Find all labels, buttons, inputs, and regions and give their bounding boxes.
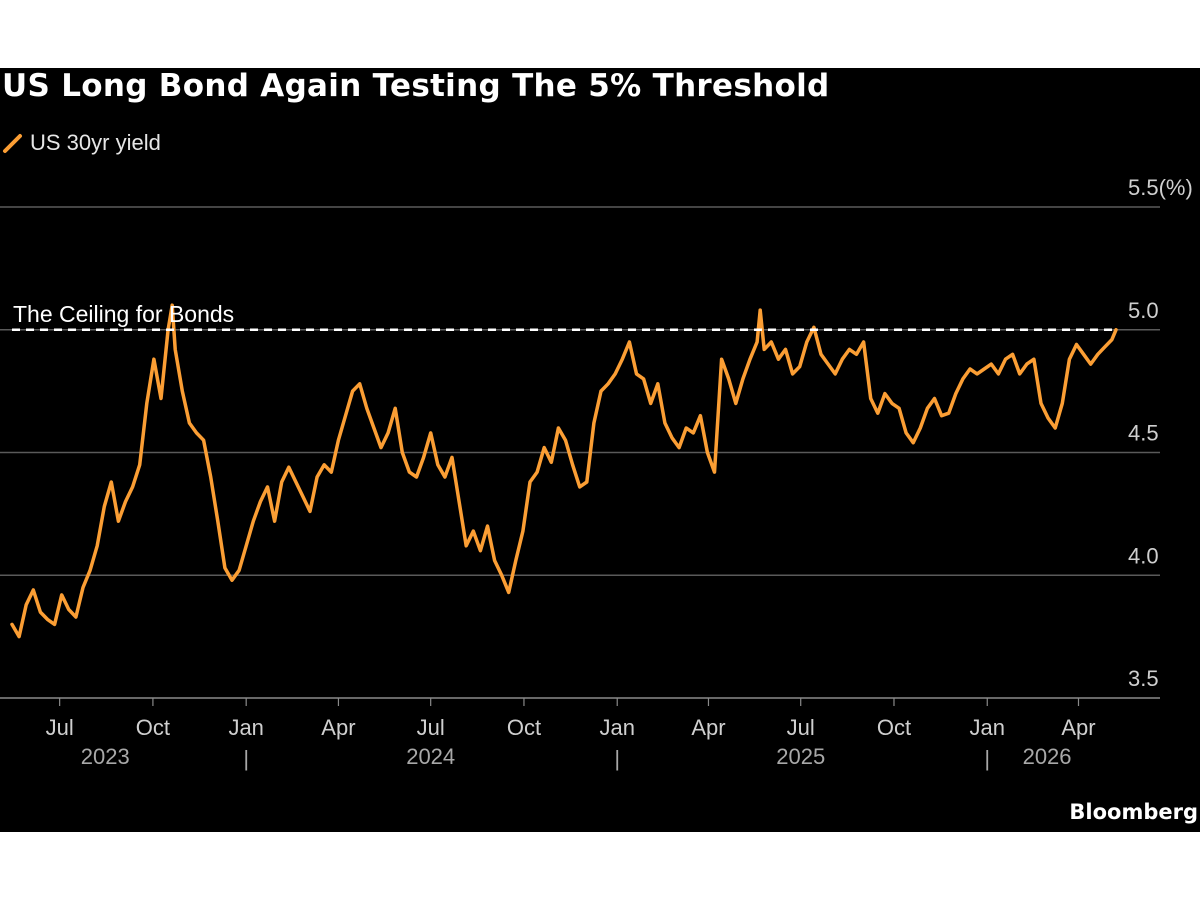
x-tick-label: Apr — [691, 715, 725, 740]
x-tick-label: Jul — [417, 715, 445, 740]
y-tick-label: 5.0 — [1128, 298, 1159, 323]
x-tick-label: Jan — [228, 715, 263, 740]
year-label: 2024 — [406, 744, 455, 769]
x-tick-label: Jan — [599, 715, 634, 740]
legend-swatch — [3, 134, 22, 153]
year-label: 2025 — [776, 744, 825, 769]
y-tick-label: 3.5 — [1128, 666, 1159, 691]
year-label: 2026 — [1023, 744, 1072, 769]
x-tick-label: Oct — [877, 715, 911, 740]
year-label: 2023 — [81, 744, 130, 769]
source-credit: Bloomberg — [1069, 800, 1198, 824]
chart-title: US Long Bond Again Testing The 5% Thresh… — [2, 68, 830, 104]
x-tick-label: Oct — [507, 715, 541, 740]
x-tick-label: Apr — [1061, 715, 1095, 740]
x-tick-label: Jan — [970, 715, 1005, 740]
chart-panel — [0, 68, 1200, 832]
y-tick-label: 4.5 — [1128, 421, 1159, 446]
x-tick-label: Apr — [321, 715, 355, 740]
x-tick-label: Jul — [46, 715, 74, 740]
y-tick-label: 4.0 — [1128, 543, 1159, 568]
legend-label-us-30yr-yield: US 30yr yield — [30, 130, 161, 155]
x-tick-label: Jul — [787, 715, 815, 740]
y-tick-label: 5.5(%) — [1128, 175, 1193, 200]
ceiling-reference-label: The Ceiling for Bonds — [13, 301, 234, 327]
year-separator: | — [614, 746, 620, 771]
year-separator: | — [984, 746, 990, 771]
series-line-us-30yr-yield — [10, 303, 1118, 639]
legend: US 30yr yield — [2, 128, 161, 158]
x-tick-label: Oct — [136, 715, 170, 740]
year-separator: | — [243, 746, 249, 771]
